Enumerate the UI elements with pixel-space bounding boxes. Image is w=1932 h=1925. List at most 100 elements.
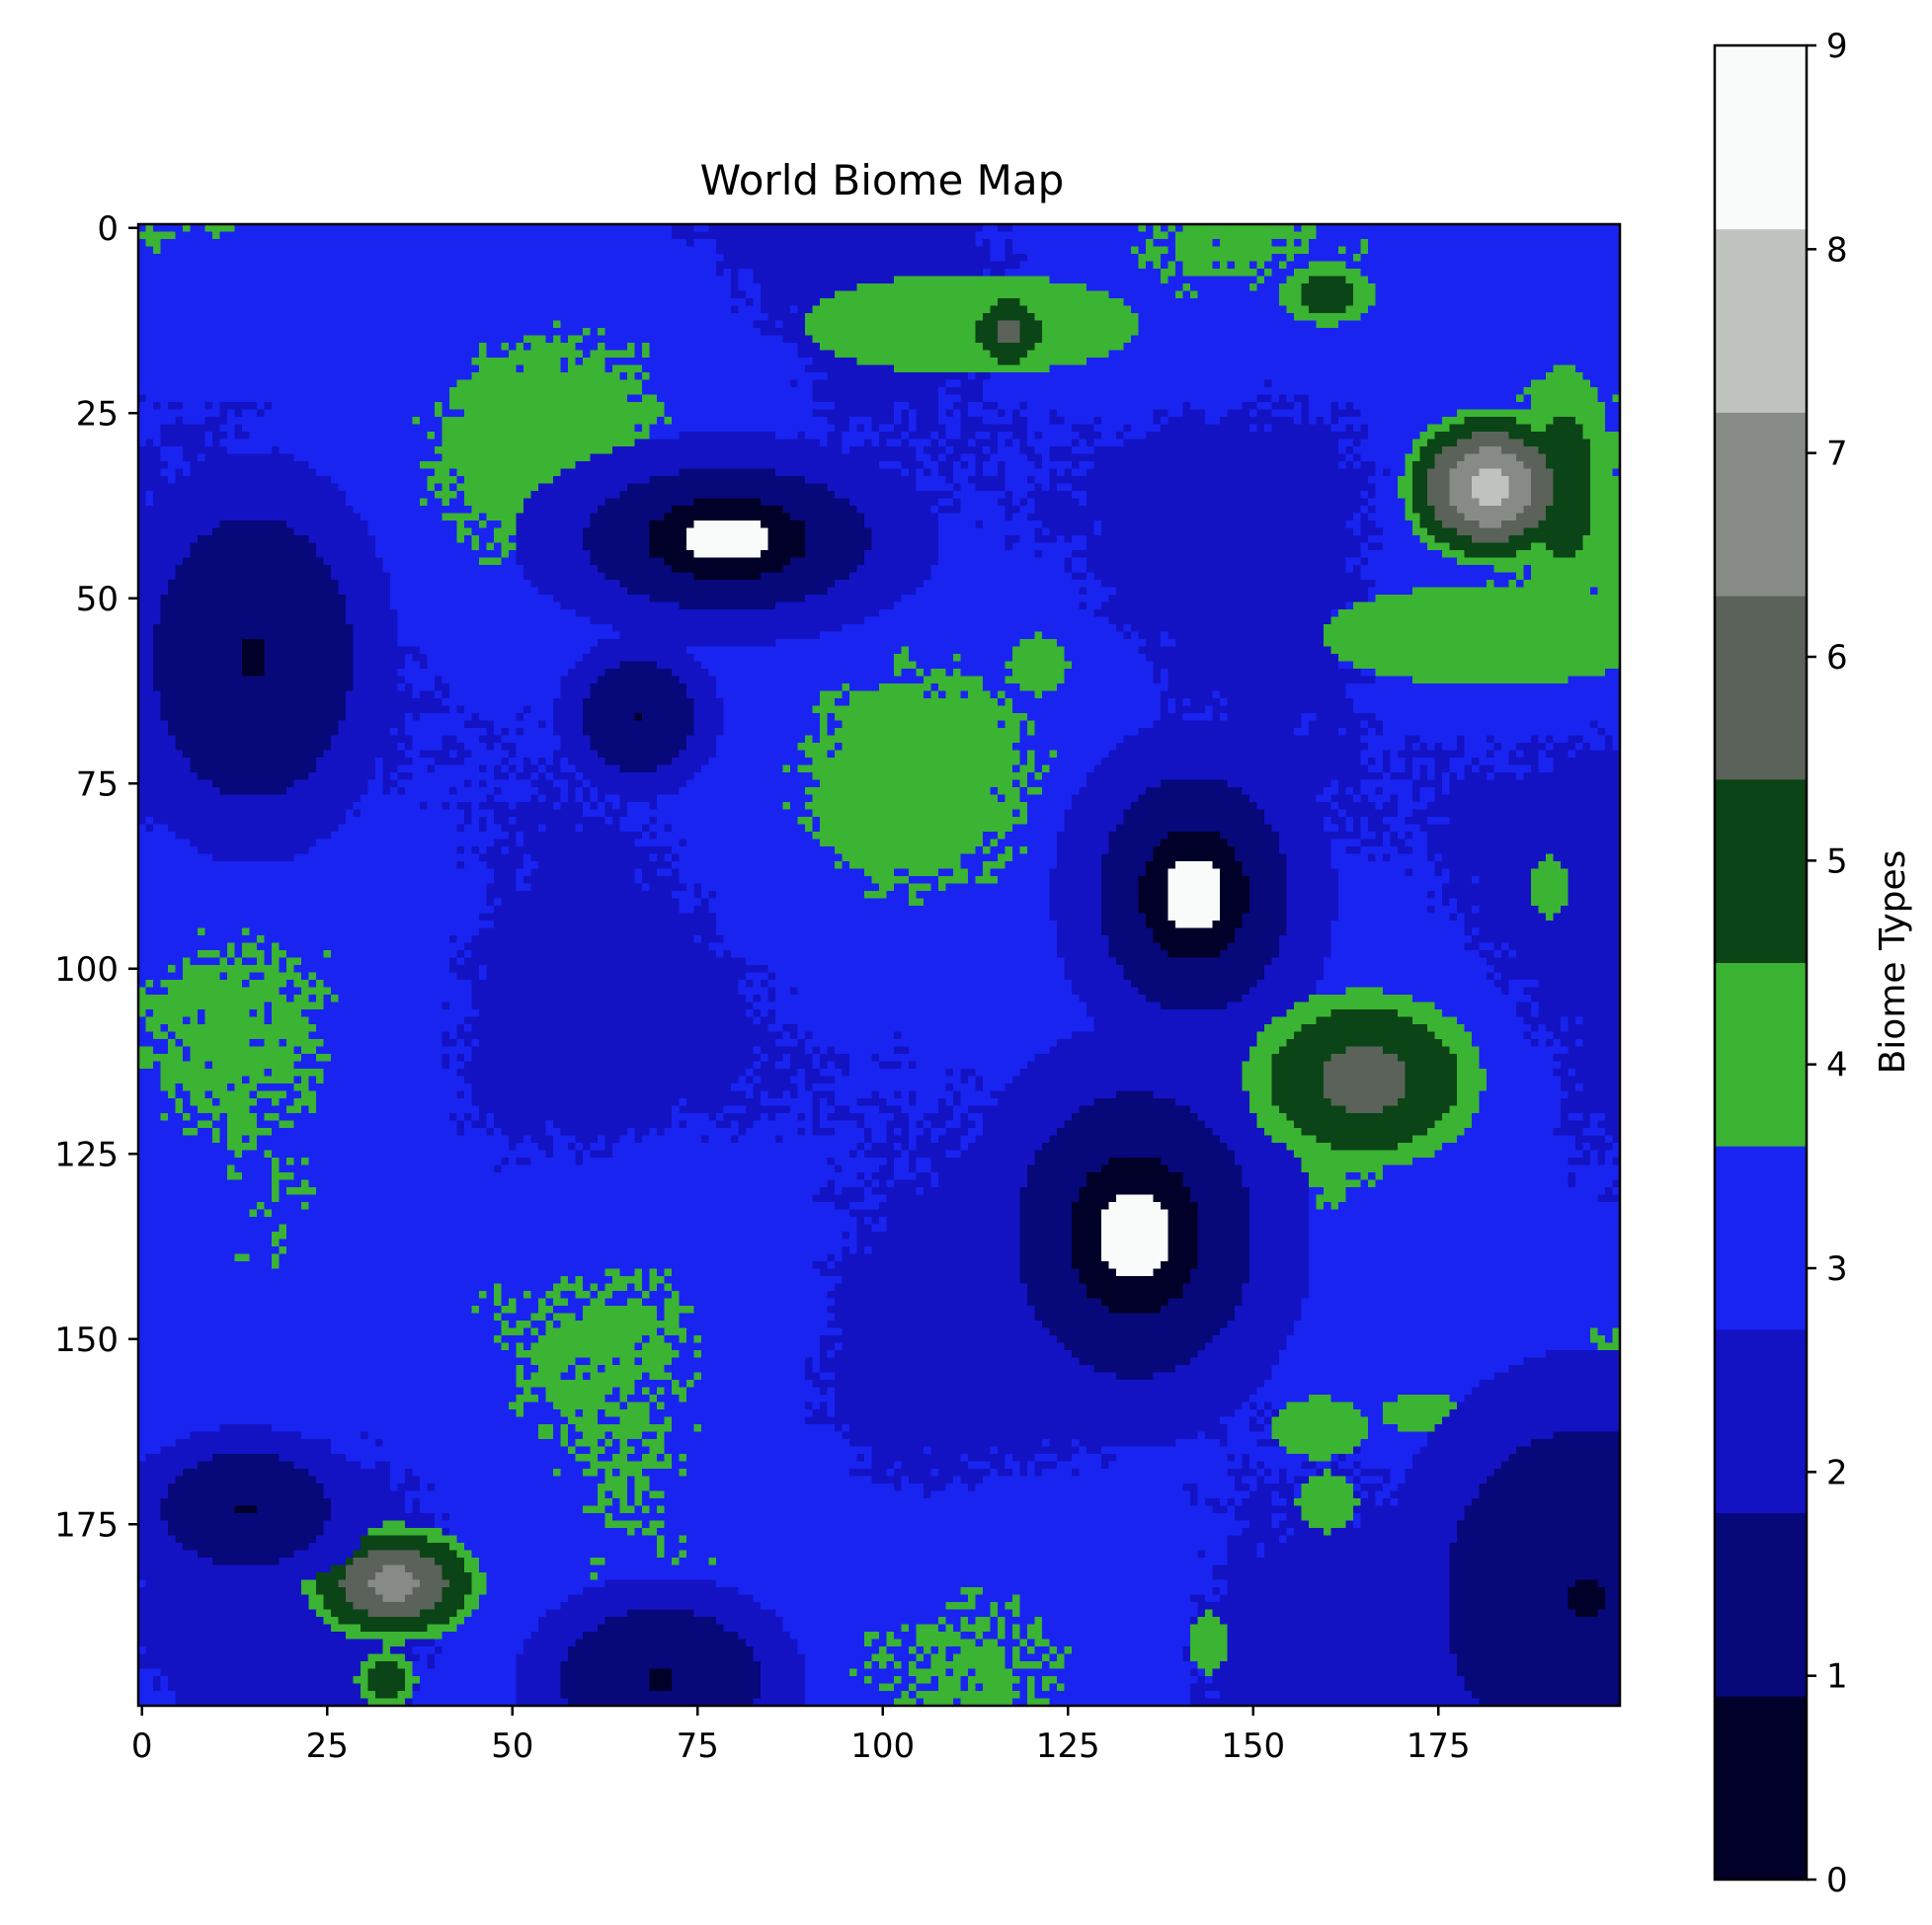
heatmap-cell <box>279 1113 450 1122</box>
heatmap-cell <box>1101 1461 1110 1470</box>
heatmap-cell <box>975 1083 984 1092</box>
heatmap-cell <box>1442 779 1451 788</box>
heatmap-cell <box>308 1602 325 1611</box>
heatmap-cell <box>983 1120 1066 1129</box>
heatmap-cell <box>190 1016 199 1025</box>
heatmap-cell <box>649 1372 673 1381</box>
heatmap-cell <box>160 616 347 625</box>
heatmap-cell <box>953 1653 1006 1662</box>
heatmap-cell <box>590 802 599 811</box>
heatmap-cell <box>530 705 554 714</box>
heatmap-cell <box>693 891 702 900</box>
heatmap-cell <box>849 417 873 426</box>
heatmap-cell <box>1345 1520 1354 1529</box>
heatmap-cell <box>642 1439 666 1448</box>
heatmap-cell <box>642 713 695 722</box>
heatmap-cell <box>367 1528 443 1537</box>
heatmap-cell <box>916 1143 962 1152</box>
heatmap-cell <box>649 802 658 811</box>
heatmap-cell <box>1034 1454 1058 1463</box>
heatmap-cell <box>138 1158 273 1166</box>
heatmap-cell <box>812 394 939 403</box>
heatmap-cell <box>1167 246 1176 255</box>
heatmap-cell <box>1330 616 1621 625</box>
heatmap-cell <box>501 1306 518 1315</box>
heatmap-cell <box>1271 1431 1369 1440</box>
heatmap-cell <box>590 735 687 744</box>
heatmap-cell <box>1338 661 1354 670</box>
heatmap-cell <box>1019 728 1028 737</box>
heatmap-cell <box>560 1691 762 1700</box>
heatmap-cell <box>301 1105 310 1114</box>
heatmap-cell <box>353 1602 436 1611</box>
heatmap-cell <box>1575 1179 1614 1188</box>
heatmap-cell <box>619 372 628 381</box>
heatmap-cell <box>1242 787 1325 796</box>
heatmap-cell <box>168 476 177 485</box>
heatmap-cell <box>390 1476 406 1484</box>
heatmap-cell <box>145 491 154 500</box>
heatmap-cell <box>812 794 999 803</box>
heatmap-cell <box>361 1461 376 1470</box>
heatmap-cell <box>960 1098 999 1107</box>
heatmap-cell <box>1301 720 1310 729</box>
heatmap-cell <box>183 402 206 411</box>
heatmap-cell <box>138 676 154 684</box>
y-tick-label: 175 <box>54 1505 119 1545</box>
heatmap-cell <box>1286 906 1339 915</box>
heatmap-cell <box>782 764 791 773</box>
heatmap-cell <box>138 1380 518 1389</box>
x-tick-label: 75 <box>677 1726 719 1766</box>
heatmap-cell <box>227 950 236 959</box>
heatmap-cell <box>138 491 147 500</box>
heatmap-cell <box>1167 1298 1244 1307</box>
heatmap-cell <box>998 468 1006 477</box>
heatmap-cell <box>1501 446 1540 455</box>
heatmap-cell <box>479 972 488 981</box>
heatmap-cell <box>1161 1261 1199 1270</box>
heatmap-cell <box>323 950 332 959</box>
heatmap-cell <box>479 927 717 936</box>
heatmap-cell <box>1027 1164 1102 1173</box>
heatmap-cell <box>1108 350 1621 359</box>
heatmap-cell <box>827 1291 1028 1300</box>
heatmap-cell <box>1457 1528 1621 1537</box>
heatmap-cell <box>183 446 228 455</box>
heatmap-cell <box>405 1653 421 1662</box>
heatmap-cell <box>1049 468 1058 477</box>
heatmap-cell <box>1338 654 1621 663</box>
heatmap-cell <box>583 1587 740 1596</box>
heatmap-cell <box>1249 898 1288 907</box>
heatmap-cell <box>501 764 510 773</box>
heatmap-cell <box>583 350 592 359</box>
heatmap-cell <box>1146 913 1169 922</box>
heatmap-cell <box>138 1090 169 1099</box>
heatmap-cell <box>1294 254 1354 263</box>
heatmap-cell <box>442 1528 450 1537</box>
heatmap-cell <box>849 1668 858 1677</box>
colorbar-level-0 <box>1715 1696 1807 1881</box>
heatmap-cell <box>1072 661 1155 670</box>
heatmap-cell <box>212 1113 221 1122</box>
heatmap-cell <box>924 446 947 455</box>
heatmap-cell <box>953 446 984 455</box>
heatmap-cell <box>138 506 355 515</box>
heatmap-cell <box>1330 1009 1399 1018</box>
heatmap-cell <box>175 735 332 744</box>
heatmap-cell <box>827 1253 836 1262</box>
heatmap-cell <box>575 1439 599 1448</box>
heatmap-cell <box>160 705 347 714</box>
heatmap-cell <box>604 1268 621 1277</box>
heatmap-cell <box>464 409 666 418</box>
heatmap-cell <box>1553 476 1591 485</box>
heatmap-cell <box>1375 669 1606 678</box>
heatmap-cell <box>649 1683 673 1692</box>
heatmap-cell <box>479 350 488 359</box>
heatmap-cell <box>1345 276 1369 284</box>
heatmap-cell <box>361 809 465 818</box>
heatmap-cell <box>560 1128 628 1137</box>
heatmap-cell <box>649 424 836 433</box>
heatmap-cell <box>812 1402 821 1410</box>
heatmap-cell <box>257 957 266 966</box>
